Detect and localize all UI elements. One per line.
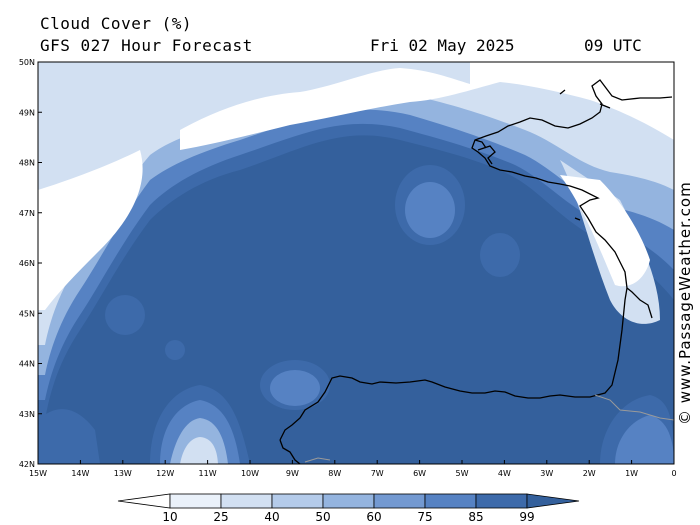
lat-label: 50N <box>19 58 35 67</box>
credit-text: © www.PassageWeather.com <box>676 181 694 425</box>
lon-label: 8W <box>328 469 341 478</box>
lon-label: 2W <box>583 469 596 478</box>
lon-label: 5W <box>456 469 469 478</box>
legend-level-label: 99 <box>519 510 534 524</box>
legend-colorbar: 10 25 40 50 60 75 85 99 <box>117 493 580 524</box>
lon-label: 7W <box>371 469 384 478</box>
legend-level-label: 25 <box>213 510 228 524</box>
lon-label: 4W <box>498 469 511 478</box>
legend-swatch <box>169 493 222 509</box>
cloud-band-overcast <box>38 62 674 310</box>
lon-label: 15W <box>29 469 47 478</box>
cloud-field <box>38 62 674 464</box>
legend-level-label: 75 <box>417 510 432 524</box>
legend-level-label: 40 <box>264 510 279 524</box>
lat-label: 42N <box>19 460 35 469</box>
legend-arrow-low <box>117 493 171 509</box>
coastline <box>279 79 673 465</box>
lat-label: 44N <box>19 360 35 369</box>
lon-label: 13W <box>114 469 132 478</box>
lon-label: 6W <box>413 469 426 478</box>
lon-label: 10W <box>241 469 259 478</box>
forecast-time: 09 UTC <box>584 36 642 55</box>
legend-swatch <box>373 493 426 509</box>
lat-label: 47N <box>19 209 35 218</box>
legend-swatch <box>322 493 375 509</box>
legend-level-label: 10 <box>162 510 177 524</box>
coast-spain-north <box>279 287 628 441</box>
lon-label: 9W <box>286 469 299 478</box>
legend-level-label: 60 <box>366 510 381 524</box>
legend-level-label: 50 <box>315 510 330 524</box>
coast-island <box>559 89 611 221</box>
border-lines <box>304 394 675 463</box>
legend-swatch <box>475 493 528 509</box>
coast-france-west <box>471 79 673 319</box>
legend-level-label: 85 <box>468 510 483 524</box>
legend-swatch <box>271 493 324 509</box>
legend-swatch <box>424 493 477 509</box>
map-title: Cloud Cover (%) <box>40 14 192 33</box>
lon-axis: 15W 14W 13W 12W 11W 10W 9W 8W 7W 6W 5W 4W 3W 2W 1W 0 <box>29 460 677 478</box>
lon-label: 14W <box>71 469 89 478</box>
forecast-date: Fri 02 May 2025 <box>370 36 515 55</box>
lat-label: 49N <box>19 108 35 117</box>
lon-label: 3W <box>540 469 553 478</box>
lat-label: 43N <box>19 410 35 419</box>
legend-swatch <box>220 493 273 509</box>
lon-label: 12W <box>156 469 174 478</box>
lat-label: 45N <box>19 309 35 318</box>
lat-label: 48N <box>19 159 35 168</box>
lon-label: 1W <box>625 469 638 478</box>
lat-axis: 50N 49N 48N 47N 46N 45N 44N 43N 42N <box>19 58 42 469</box>
lat-label: 46N <box>19 259 35 268</box>
lon-label: 11W <box>199 469 217 478</box>
lon-label: 0 <box>671 469 676 478</box>
legend-arrow-high <box>526 493 580 509</box>
forecast-label: GFS 027 Hour Forecast <box>40 36 253 55</box>
coast-spain-galicia <box>279 439 301 465</box>
coast-brittany-detail <box>474 139 496 165</box>
